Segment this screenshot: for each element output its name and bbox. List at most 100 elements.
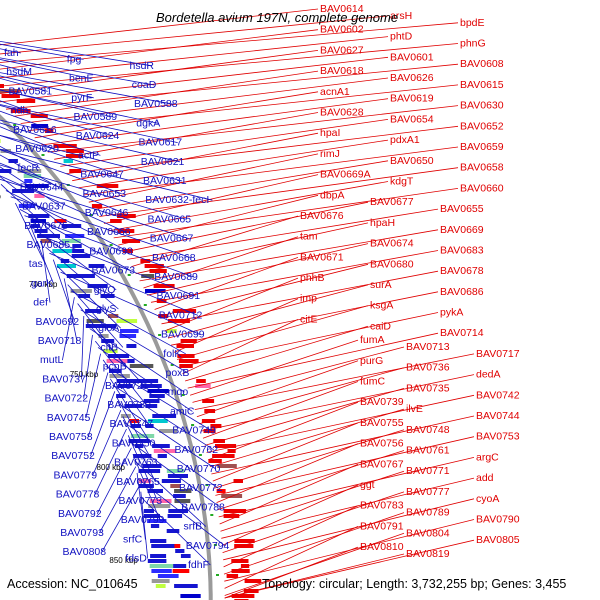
gene-label-left[interactable]: BAV0666: [87, 226, 131, 238]
gene-label-right[interactable]: BAV0810: [360, 541, 404, 553]
gene-label-right[interactable]: BAV0756: [360, 438, 404, 450]
gene-label-right[interactable]: purG: [360, 355, 383, 367]
gene-label-right[interactable]: ggt: [360, 479, 375, 491]
gene-label-right[interactable]: bpdE: [460, 17, 485, 29]
gene-label-right[interactable]: BAV0626: [390, 72, 434, 84]
gene-label-right[interactable]: BAV0614: [320, 3, 364, 15]
gene-label-left[interactable]: BAV0644: [20, 181, 64, 193]
gene-label-left[interactable]: srfB: [184, 521, 203, 533]
gene-label-right[interactable]: BAV0739: [360, 396, 404, 408]
gene-label-right[interactable]: BAV0717: [476, 348, 520, 360]
gene-label-right[interactable]: BAV0678: [440, 265, 484, 277]
gene-label-left[interactable]: ndh: [11, 105, 29, 117]
gene-label-right[interactable]: BAV0771: [406, 465, 450, 477]
gene-label-right[interactable]: add: [476, 472, 494, 484]
gene-label-right[interactable]: BAV0805: [476, 534, 520, 546]
gene-label-left[interactable]: BAV0752: [51, 450, 95, 462]
gene-label-right[interactable]: pykA: [440, 307, 463, 319]
gene-label-left[interactable]: BAV0792: [58, 508, 102, 520]
gene-label-right[interactable]: fumC: [360, 376, 386, 388]
gene-label-right[interactable]: BAV0683: [440, 245, 484, 257]
gene-label-right[interactable]: BAV0618: [320, 65, 364, 77]
gene-label-right[interactable]: ksgA: [370, 300, 393, 312]
gene-label-left[interactable]: BAV0712: [159, 309, 203, 321]
gene-label-right[interactable]: BAV0628: [320, 107, 364, 119]
gene-label-left[interactable]: BAV0808: [63, 546, 107, 558]
gene-label-left[interactable]: fah: [4, 47, 19, 59]
gene-label-right[interactable]: BAV0777: [406, 486, 450, 498]
gene-label-left[interactable]: BAV0778: [56, 489, 100, 501]
gene-label-left[interactable]: BAV0631: [143, 175, 187, 187]
gene-label-left[interactable]: BAV0770: [177, 463, 221, 475]
gene-label-left[interactable]: amiC: [170, 405, 195, 417]
gene-label-left[interactable]: pyrF: [71, 92, 92, 104]
gene-label-left[interactable]: BAV0647: [80, 169, 124, 181]
gene-label-left[interactable]: BAV0581: [9, 85, 53, 97]
gene-label-right[interactable]: citE: [300, 313, 318, 325]
gene-label-right[interactable]: BAV0761: [406, 445, 450, 457]
gene-label-left[interactable]: coaD: [132, 79, 157, 91]
gene-label-right[interactable]: BAV0601: [390, 51, 434, 63]
gene-label-left[interactable]: BAV0632-fecI: [145, 194, 209, 206]
gene-label-left[interactable]: garK: [31, 277, 53, 289]
gene-label-right[interactable]: BAV0819: [406, 548, 450, 560]
gene-label-left[interactable]: BAV0745: [47, 412, 91, 424]
gene-label-right[interactable]: BAV0736: [406, 362, 450, 374]
gene-label-left[interactable]: BAV0588: [134, 98, 178, 110]
gene-label-left[interactable]: hsdR: [130, 60, 155, 72]
gene-label-right[interactable]: BAV0790: [476, 514, 520, 526]
gene-label-right[interactable]: BAV0674: [370, 238, 414, 250]
gene-label-left[interactable]: BAV0799: [121, 514, 165, 526]
gene-label-right[interactable]: acnA1: [320, 86, 350, 98]
gene-label-right[interactable]: BAV0677: [370, 196, 414, 208]
gene-label-right[interactable]: dedA: [476, 369, 501, 381]
gene-label-right[interactable]: BAV0791: [360, 520, 404, 532]
gene-label-right[interactable]: BAV0735: [406, 382, 450, 394]
gene-label-left[interactable]: BAV0730: [107, 399, 151, 411]
gene-label-left[interactable]: BAV0772: [179, 482, 223, 494]
gene-label-right[interactable]: arsH: [390, 10, 412, 22]
gene-label-left[interactable]: BAV0589: [74, 111, 118, 123]
gene-label-right[interactable]: BAV0655: [440, 203, 484, 215]
gene-label-right[interactable]: hpaH: [370, 217, 395, 229]
gene-label-right[interactable]: BAV0680: [370, 258, 414, 270]
gene-label-left[interactable]: BAV0699: [161, 329, 205, 341]
gene-label-left[interactable]: BAV0693: [89, 245, 133, 257]
gene-label-left[interactable]: fecR: [18, 162, 40, 174]
gene-label-left[interactable]: benE: [69, 73, 94, 85]
gene-label-right[interactable]: BAV0676: [300, 210, 344, 222]
gene-label-right[interactable]: BAV0789: [406, 507, 450, 519]
gene-label-left[interactable]: BAV0673: [92, 265, 136, 277]
gene-label-left[interactable]: pcnB: [103, 361, 127, 373]
gene-label-left[interactable]: srfC: [123, 533, 143, 545]
gene-label-left[interactable]: BAV0721: [105, 380, 149, 392]
gene-label-left[interactable]: fdhF: [188, 559, 209, 571]
gene-label-right[interactable]: BAV0744: [476, 410, 520, 422]
gene-label-right[interactable]: BAV0669: [440, 224, 484, 236]
gene-label-right[interactable]: tam: [300, 231, 318, 243]
gene-label-left[interactable]: BAV0773: [119, 495, 163, 507]
gene-label-right[interactable]: BAV0619: [390, 93, 434, 105]
gene-label-left[interactable]: BAV0737: [42, 373, 86, 385]
gene-label-right[interactable]: BAV0608: [460, 58, 504, 70]
gene-label-left[interactable]: BAV0653: [83, 188, 127, 200]
gene-label-right[interactable]: cyoA: [476, 493, 499, 505]
gene-label-left[interactable]: tas: [29, 258, 43, 270]
gene-label-right[interactable]: hpaI: [320, 127, 340, 139]
gene-label-right[interactable]: BAV0748: [406, 424, 450, 436]
gene-label-right[interactable]: imp: [300, 293, 317, 305]
gene-label-left[interactable]: mqo: [168, 386, 189, 398]
gene-label-right[interactable]: ilvE: [406, 403, 423, 415]
gene-label-right[interactable]: BAV0660: [460, 182, 504, 194]
gene-label-left[interactable]: poxB: [166, 367, 190, 379]
gene-label-right[interactable]: BAV0652: [460, 120, 504, 132]
gene-label-left[interactable]: gloA: [98, 322, 119, 334]
gene-label-right[interactable]: BAV0767: [360, 458, 404, 470]
gene-label-left[interactable]: BAV0763: [114, 457, 158, 469]
gene-label-left[interactable]: BAV0689: [154, 271, 198, 283]
gene-label-left[interactable]: BAV0788: [181, 501, 225, 513]
gene-label-left[interactable]: folK: [163, 348, 181, 360]
gene-label-right[interactable]: BAV0650: [390, 155, 434, 167]
gene-label-left[interactable]: BAV0616: [13, 124, 57, 136]
gene-label-left[interactable]: mutL: [40, 354, 64, 366]
